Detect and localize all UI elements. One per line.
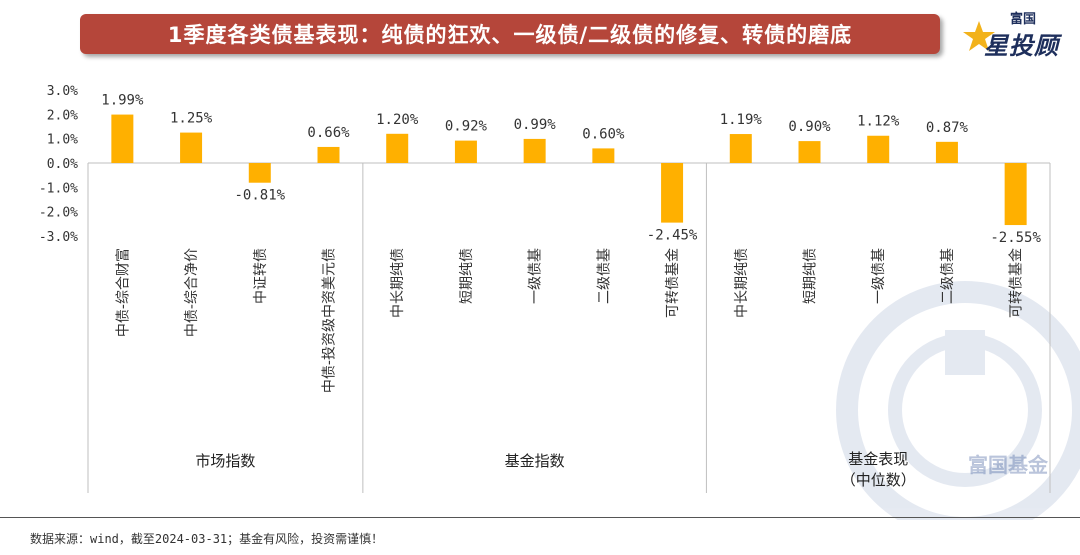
y-tick-label: -2.0%: [39, 206, 78, 221]
category-label: 可转债基金: [1008, 248, 1025, 318]
footer-source-note: 数据来源：wind，截至2024-03-31；基金有风险，投资需谨慎！: [30, 532, 384, 546]
y-tick-label: 2.0%: [47, 108, 78, 123]
title-banner: 1季度各类债基表现：纯债的狂欢、一级债/二级债的修复、转债的磨底: [80, 14, 940, 54]
group-label: 基金指数: [505, 452, 565, 470]
coin-watermark-icon: [836, 281, 1080, 520]
category-label: 短期纯债: [459, 248, 475, 304]
bar: [454, 140, 477, 163]
data-label: 1.20%: [376, 112, 419, 128]
data-label: -2.45%: [647, 228, 698, 244]
footer-divider: [0, 517, 1080, 518]
bar: [180, 132, 203, 163]
data-label: 0.66%: [307, 125, 350, 141]
brand-logo: 富国 星投顾: [960, 6, 1070, 60]
category-label: 二级债基: [595, 248, 612, 304]
data-label: 1.12%: [857, 114, 900, 130]
data-label: 0.92%: [445, 119, 488, 135]
y-tick-label: 1.0%: [47, 133, 78, 148]
category-label: 中债-投资级中资美元债: [322, 248, 338, 393]
data-label: 0.87%: [926, 120, 969, 136]
data-label: 0.60%: [582, 126, 625, 142]
category-label: 中债-综合净价: [184, 248, 200, 337]
category-label: 短期纯债: [803, 248, 819, 304]
y-tick-label: -3.0%: [39, 230, 78, 245]
group-label: 基金表现: [848, 450, 908, 468]
bar: [935, 141, 958, 163]
category-label: 二级债基: [939, 248, 956, 304]
category-label: 一级债基: [527, 248, 544, 304]
data-label: -2.55%: [990, 230, 1041, 246]
bar-chart: 富国基金 3.0% 2.0% 1.0% 0.0% -1.0% -2.0% -3.0% 1.9…: [39, 84, 1080, 520]
group-label: （中位数）: [841, 471, 916, 489]
group-label: 市场指数: [195, 452, 255, 470]
bar: [317, 146, 340, 163]
y-tick-label: 3.0%: [47, 84, 78, 99]
star-logo-icon: [963, 21, 995, 51]
bar: [729, 134, 752, 163]
logo-top-text: 富国: [1010, 12, 1037, 27]
category-label: 中债-综合财富: [114, 248, 131, 337]
y-tick-label: -1.0%: [39, 181, 78, 196]
bar: [1004, 163, 1027, 226]
bar: [248, 163, 271, 183]
data-label: -0.81%: [234, 188, 285, 204]
chart-title: 1季度各类债基表现：纯债的狂欢、一级债/二级债的修复、转债的磨底: [167, 23, 853, 47]
category-label: 一级债基: [870, 248, 887, 304]
bar: [592, 148, 615, 163]
category-label: 中长期纯债: [390, 248, 406, 318]
logo-main-text: 星投顾: [984, 32, 1059, 60]
bar: [867, 135, 890, 163]
bar: [661, 163, 684, 223]
bar: [798, 141, 821, 163]
watermark-text: 富国基金: [968, 453, 1049, 477]
category-label: 中长期纯债: [734, 248, 750, 318]
category-label: 可转债基金: [664, 248, 681, 318]
data-label: 1.19%: [720, 112, 763, 128]
data-label: 0.99%: [514, 117, 557, 133]
category-label: 中证转债: [253, 248, 269, 304]
bar: [386, 133, 409, 163]
data-label: 1.99%: [101, 93, 144, 109]
bar: [111, 114, 134, 163]
data-label: 1.25%: [170, 111, 213, 127]
bar: [523, 138, 546, 163]
y-tick-label: 0.0%: [47, 157, 78, 172]
data-label: 0.90%: [788, 119, 831, 135]
